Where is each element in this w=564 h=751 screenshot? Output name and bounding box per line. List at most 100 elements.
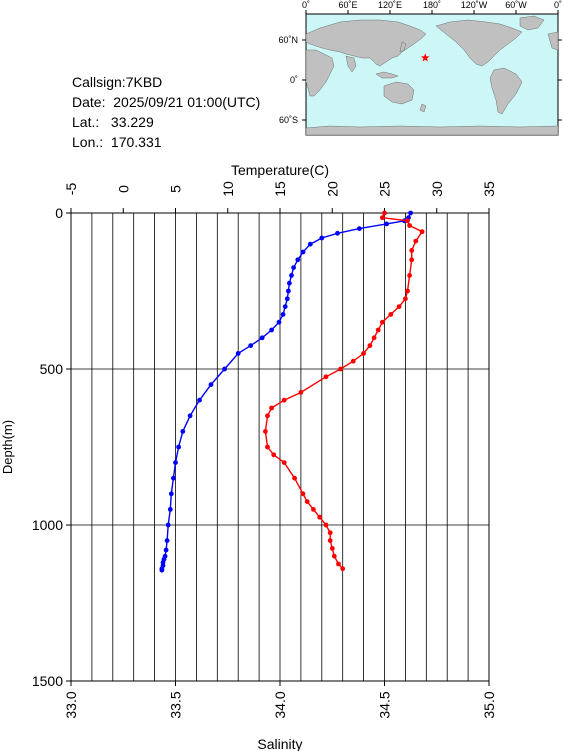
- salinity-point: [300, 491, 306, 497]
- salinity-point: [281, 460, 287, 465]
- top-tick-label: 35: [481, 181, 497, 197]
- salinity-point: [407, 273, 412, 278]
- temperature-point: [208, 382, 214, 387]
- salinity-point: [419, 229, 425, 235]
- temperature-point: [163, 547, 169, 553]
- temperature-point: [159, 567, 165, 573]
- temperature-point: [165, 522, 171, 528]
- depth-tick-label: 1000: [32, 517, 63, 533]
- salinity-point: [396, 304, 402, 309]
- salinity-point: [371, 335, 377, 341]
- longitude-text: Lon.: 170.331: [72, 134, 162, 150]
- temperature-point: [295, 257, 301, 263]
- salinity-point: [375, 327, 381, 333]
- map-lon-label: 60˚E: [338, 0, 357, 10]
- temperature-point: [222, 366, 228, 372]
- temperature-point: [287, 280, 292, 286]
- depth-tick-label: 500: [40, 361, 64, 377]
- y-axis-title: Depth(m): [0, 420, 15, 474]
- bottom-tick-label: 34.0: [272, 691, 288, 718]
- salinity-point: [336, 561, 341, 567]
- data-series: [159, 210, 425, 573]
- map-lat-label: 60˚N: [278, 35, 298, 45]
- salinity-point: [405, 288, 410, 294]
- salinity-point: [271, 452, 277, 458]
- salinity-point: [409, 248, 415, 253]
- map-side-ticks: [302, 39, 562, 121]
- salinity-point: [388, 312, 394, 317]
- callsign-text: Callsign:7KBD: [72, 74, 163, 90]
- temperature-point: [173, 460, 178, 465]
- temperature-point: [286, 288, 291, 294]
- temperature-point: [291, 265, 296, 270]
- date-text: Date: 2025/09/21 01:00(UTC): [72, 94, 261, 110]
- map-lon-label: 0˚: [554, 0, 562, 10]
- bottom-axis-title: Salinity: [257, 736, 302, 751]
- temperature-point: [235, 351, 241, 356]
- temperature-point: [180, 429, 186, 434]
- salinity-point: [361, 351, 366, 356]
- land-indonesia: [375, 71, 399, 79]
- salinity-point: [292, 475, 297, 481]
- salinity-point: [327, 530, 333, 536]
- salinity-point: [382, 210, 387, 216]
- temperature-point: [357, 226, 362, 232]
- salinity-point: [265, 413, 270, 419]
- temperature-point: [167, 507, 173, 512]
- temperature-point: [282, 304, 288, 309]
- map-lon-label: 180˚: [423, 0, 441, 10]
- world-map: 0˚ 60˚E 120˚E 180˚ 120˚W 60˚W 0˚ 60˚N 0˚ 60˚S: [278, 0, 562, 136]
- temperature-point: [319, 235, 325, 241]
- land-japan: [399, 41, 407, 53]
- salinity-point: [298, 390, 304, 395]
- temperature-point: [335, 230, 340, 236]
- temperature-point: [259, 335, 265, 341]
- station-marker-icon: [421, 53, 430, 62]
- bottom-tick-label: 35.0: [481, 691, 497, 718]
- salinity-point: [403, 296, 408, 302]
- temperature-point: [171, 475, 176, 481]
- temperature-point: [384, 221, 389, 227]
- top-tick-label: 15: [272, 181, 288, 197]
- temperature-point: [248, 343, 254, 348]
- map-lon-label: 120˚W: [461, 0, 488, 10]
- salinity-point: [405, 218, 410, 224]
- land-greenland: [519, 15, 545, 31]
- map-lon-label: 0˚: [302, 0, 310, 10]
- map-lon-label: 60˚W: [505, 0, 527, 10]
- bottom-tick-label: 33.0: [63, 691, 79, 718]
- map-lat-label: 0˚: [290, 75, 298, 85]
- land-south-america: [489, 67, 523, 115]
- temperature-point: [168, 491, 174, 497]
- temperature-point: [300, 249, 306, 255]
- map-lon-label: 120˚E: [378, 0, 402, 10]
- land-africa: [305, 49, 335, 97]
- temperature-point: [164, 538, 170, 543]
- salinity-point: [265, 444, 270, 450]
- depth-tick-label: 1500: [32, 673, 63, 689]
- land-india: [345, 55, 357, 73]
- temperature-point: [176, 444, 182, 450]
- map-top-ticks: [305, 10, 559, 14]
- land-new-zealand: [419, 103, 427, 113]
- salinity-point: [380, 319, 385, 325]
- temperature-point: [187, 413, 193, 419]
- temperature-point: [307, 241, 313, 247]
- bottom-tick-label: 34.5: [377, 691, 393, 718]
- map-lat-label: 60˚S: [279, 115, 298, 125]
- salinity-point: [317, 514, 323, 520]
- land-north-america: [435, 19, 523, 67]
- land-eurasia: [305, 19, 427, 67]
- map-land: [305, 15, 559, 136]
- temperature-series: [159, 210, 413, 573]
- salinity-point: [338, 366, 343, 372]
- salinity-point: [327, 538, 333, 543]
- salinity-series: [263, 210, 425, 572]
- station-star: [421, 53, 430, 62]
- temperature-point: [276, 319, 282, 325]
- plot-grid: [71, 213, 489, 681]
- latitude-text: Lat.: 33.229: [72, 114, 154, 130]
- station-info: Callsign:7KBD Date: 2025/09/21 01:00(UTC…: [72, 72, 260, 152]
- temperature-point: [408, 210, 413, 216]
